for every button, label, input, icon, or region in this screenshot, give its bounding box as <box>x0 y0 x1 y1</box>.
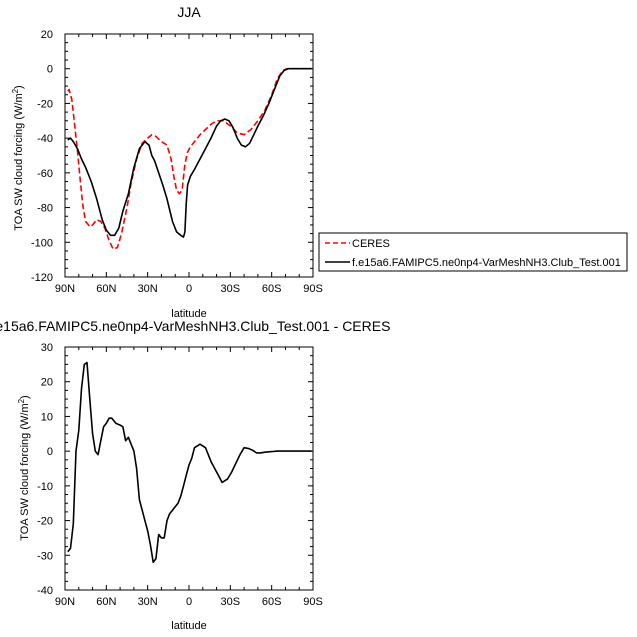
bottom-xtick-label: 90N <box>55 596 75 608</box>
top-ylabel-close: ) <box>13 85 25 89</box>
top-ytick-label: -100 <box>31 237 53 249</box>
legend-box <box>318 232 628 272</box>
bottom-chart: f.e15a6.FAMIPC5.ne0np4-VarMeshNH3.Club_T… <box>0 318 390 632</box>
bottom-ytick-label: -40 <box>37 585 53 597</box>
bottom-ytick-label: 30 <box>41 342 53 354</box>
bottom-chart-xlabel: latitude <box>171 620 206 632</box>
top-series-line-0 <box>67 67 312 250</box>
top-xtick-label: 90N <box>55 283 75 295</box>
bottom-plot-area: 90N 60N 30N 0 30S 60S 90S 30 20 10 0 -10 -20 -30 -40 <box>37 342 323 608</box>
top-xtick-label: 60N <box>96 283 116 295</box>
bottom-xtick-label: 30S <box>221 596 241 608</box>
top-ytick-label: -20 <box>37 98 53 110</box>
top-xtick-label: 30S <box>221 283 241 295</box>
top-ytick-label: -60 <box>37 168 53 180</box>
bottom-chart-ylabel: TOA SW cloud forcing (W/m2) <box>17 395 31 540</box>
bottom-xtick-label: 60S <box>262 596 282 608</box>
top-ytick-label: -80 <box>37 203 53 215</box>
top-ylabel-main: TOA SW cloud forcing (W/m <box>13 93 25 230</box>
bottom-xtick-label: 60N <box>96 596 116 608</box>
top-xtick-label: 0 <box>186 283 192 295</box>
bottom-ytick-label: -30 <box>37 550 53 562</box>
top-ytick-label: 0 <box>47 64 53 76</box>
bottom-series-line-0 <box>67 361 312 563</box>
bottom-xtick-label: 0 <box>186 596 192 608</box>
top-series-line-1 <box>67 67 312 238</box>
bottom-ylabel-sup: 2 <box>17 398 26 403</box>
bottom-ytick-label: 20 <box>41 377 53 389</box>
top-xtick-label: 90S <box>303 283 323 295</box>
top-xtick-label: 60S <box>262 283 282 295</box>
top-xtick-label: 30N <box>138 283 158 295</box>
bottom-plot-frame <box>64 346 314 591</box>
top-chart-ylabel: TOA SW cloud forcing (W/m2) <box>11 85 25 230</box>
legend-label-model: f.e15a6.FAMIPC5.ne0np4-VarMeshNH3.Club_T… <box>352 257 621 269</box>
bottom-ytick-label: 0 <box>47 446 53 458</box>
legend-label-ceres: CERES <box>352 238 390 250</box>
top-chart-title: JJA <box>177 4 201 20</box>
bottom-ytick-label: -10 <box>37 481 53 493</box>
bottom-ytick-label: -20 <box>37 516 53 528</box>
top-plot-frame <box>64 33 314 278</box>
bottom-ylabel-main: TOA SW cloud forcing (W/m <box>19 403 31 540</box>
top-ytick-label: -120 <box>31 272 53 284</box>
bottom-ylabel-close: ) <box>19 395 31 399</box>
bottom-xtick-label: 30N <box>138 596 158 608</box>
top-chart: JJA TOA SW cloud forcing (W/m2) latitude… <box>11 4 628 320</box>
legend: CERES f.e15a6.FAMIPC5.ne0np4-VarMeshNH3.… <box>318 232 628 272</box>
top-plot-area: 90N 60N 30N 0 30S 60S 90S 20 0 -20 -40 -60 -80 -100 -1… <box>31 29 323 295</box>
bottom-chart-title: f.e15a6.FAMIPC5.ne0np4-VarMeshNH3.Club_T… <box>0 318 390 334</box>
top-ytick-label: 20 <box>41 29 53 41</box>
bottom-xtick-label: 90S <box>303 596 323 608</box>
top-ylabel-sup: 2 <box>11 88 20 93</box>
bottom-ytick-label: 10 <box>41 411 53 423</box>
top-ytick-label: -40 <box>37 133 53 145</box>
top-chart-xlabel: latitude <box>171 308 206 320</box>
